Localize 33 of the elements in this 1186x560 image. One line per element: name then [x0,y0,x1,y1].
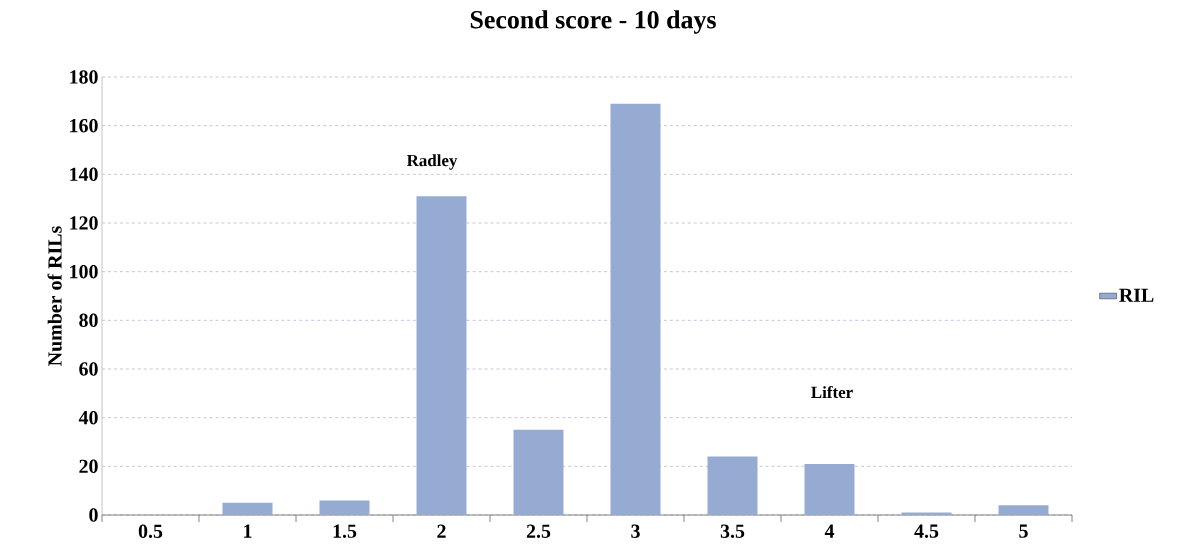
legend-label: RIL [1119,288,1154,302]
x-tick-label: 4 [824,524,835,538]
x-tick-label: 4.5 [914,524,939,538]
bar [416,196,467,515]
x-tick-label: 3.5 [720,524,745,538]
y-tick-label: 60 [79,362,98,376]
annotation: Radley [406,154,458,170]
y-tick-label: 120 [70,216,98,230]
bar [804,463,855,515]
y-tick-label: 20 [79,459,98,474]
y-tick-label: 180 [70,70,98,84]
bar [610,103,661,515]
x-tick-label: 1 [244,524,252,538]
annotation: Lifter [811,385,853,399]
bar [222,502,273,515]
x-tick-label: 3 [631,524,640,538]
bar [513,429,564,515]
bar [319,500,370,515]
y-tick-label: 40 [78,410,98,425]
chart-title: Second score - 10 days [470,10,716,34]
y-tick-label: 140 [70,167,98,182]
x-tick-label: 0.5 [138,524,163,539]
x-tick-label: 1.5 [333,524,357,538]
x-tick-label: 2.5 [526,524,551,538]
y-tick-label: 160 [70,118,98,133]
y-tick-label: 100 [70,264,98,279]
bar [707,456,758,515]
y-tick-label: 0 [89,508,98,522]
y-axis-title: Number of RILs [47,226,62,366]
x-tick-label: 2 [437,524,446,538]
y-tick-label: 80 [79,313,98,328]
x-tick-label: 5 [1019,524,1028,538]
bar [998,505,1049,515]
